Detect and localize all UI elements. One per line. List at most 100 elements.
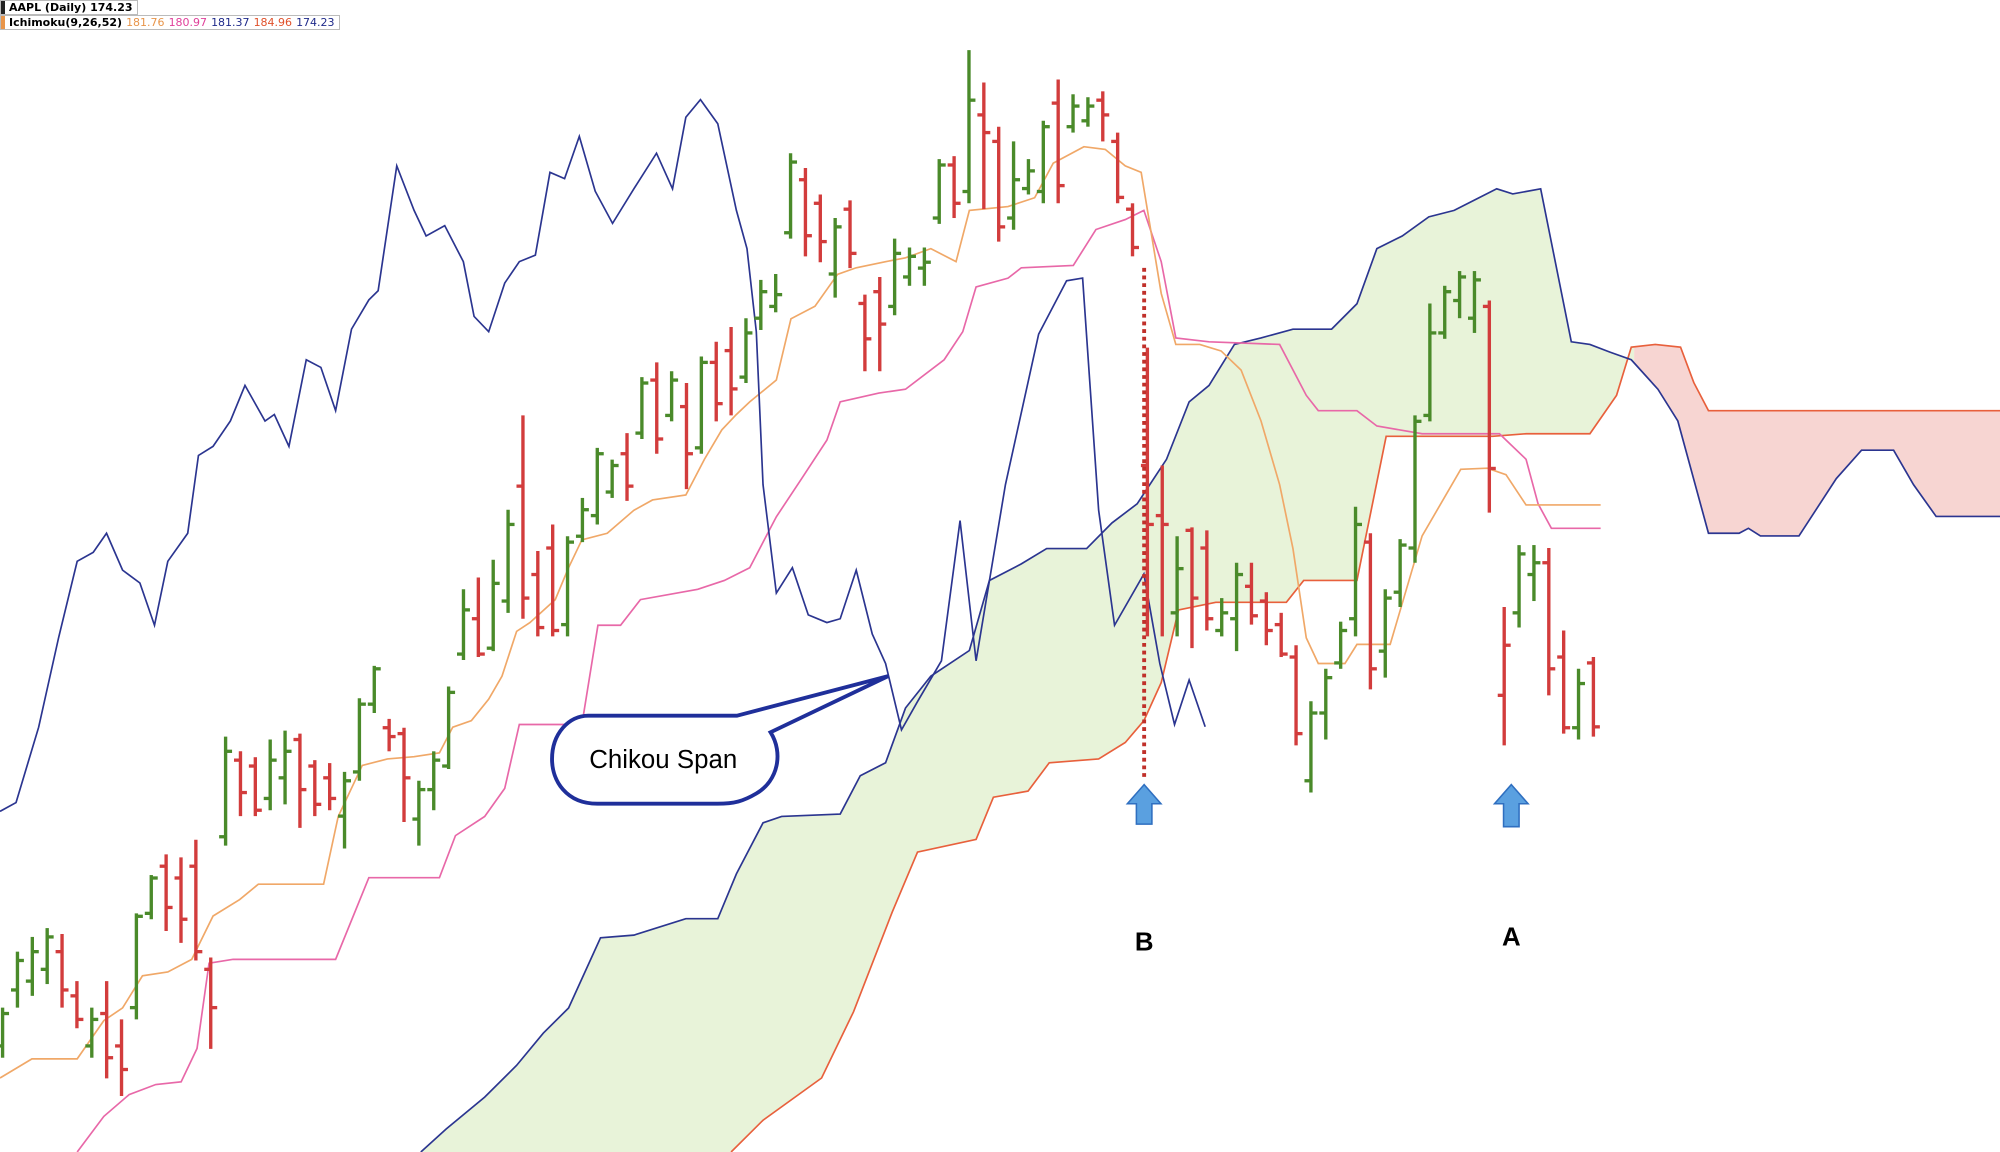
ohlc-bar — [1111, 132, 1125, 204]
marker-b-label: B — [1135, 929, 1154, 957]
ohlc-bar — [189, 839, 203, 961]
cloud-bearish-fill — [1634, 344, 2000, 536]
ohlc-bar — [40, 928, 54, 985]
ohlc-bar — [1259, 592, 1273, 646]
ohlc-bar — [635, 377, 649, 439]
ohlc-bar — [903, 247, 916, 286]
kijun-sen-line — [76, 209, 1601, 1152]
ohlc-bar — [263, 739, 277, 811]
marker-b-up-arrow-icon — [1125, 783, 1163, 825]
ohlc-bar — [962, 50, 976, 204]
chikou-span-line — [0, 98, 1206, 813]
ohlc-bar — [1453, 271, 1467, 319]
ohlc-bar — [650, 362, 664, 454]
ohlc-bar — [204, 957, 218, 1049]
ohlc-bar — [129, 913, 143, 1020]
ohlc-bar — [1066, 94, 1080, 133]
ohlc-bar — [234, 751, 247, 817]
ohlc-bar — [947, 156, 961, 219]
ohlc-bar — [442, 686, 456, 769]
ohlc-bar — [1304, 701, 1318, 793]
price-bars — [0, 50, 1600, 1097]
chikou-span-callout: Chikou Span — [550, 674, 890, 806]
ohlc-bar — [680, 383, 693, 490]
indicator-lines — [0, 98, 2000, 1152]
ohlc-bar — [427, 751, 441, 811]
ohlc-bar — [1289, 645, 1303, 746]
ohlc-bar — [546, 524, 560, 637]
ohlc-bar — [1274, 612, 1288, 658]
ohlc-bar — [1230, 562, 1244, 652]
ohlc-bar — [1572, 668, 1586, 740]
ohlc-bar — [25, 936, 39, 996]
ohlc-bar — [1378, 589, 1392, 678]
ohlc-bar — [1438, 285, 1452, 339]
ohlc-bar — [412, 780, 426, 846]
ohlc-bar — [992, 126, 1006, 242]
ohlc-bar — [873, 276, 887, 372]
ohlc-bar — [977, 82, 991, 210]
marker-a-label: A — [1502, 923, 1521, 951]
ohlc-bar — [1557, 630, 1571, 734]
ohlc-bar — [888, 238, 902, 316]
ohlc-bar — [159, 854, 173, 932]
ohlc-bar — [1140, 347, 1154, 637]
ohlc-bar — [367, 665, 381, 714]
ohlc-bar — [1200, 530, 1214, 631]
ohlc-bar — [1512, 545, 1526, 628]
kumo-cloud — [420, 188, 2000, 1152]
ohlc-bar — [85, 1007, 99, 1058]
ohlc-bar — [55, 933, 69, 1008]
ohlc-bar — [1051, 79, 1065, 204]
ohlc-bar — [219, 736, 233, 846]
ohlc-bar — [1393, 539, 1407, 607]
ohlc-bar — [100, 981, 114, 1079]
ohlc-bar — [1334, 621, 1348, 669]
symbol-label: AAPL (Daily) 174.23 — [9, 1, 133, 14]
ohlc-bar — [1527, 545, 1541, 602]
ohlc-bar — [858, 294, 872, 372]
ohlc-bar — [798, 167, 812, 257]
ohlc-bar — [1468, 271, 1481, 333]
senkou-a-value: 181.37 — [211, 16, 250, 29]
chikou-value: 174.23 — [296, 16, 335, 29]
cloud-bullish-fill — [420, 188, 1635, 1152]
senkou-b-value: 184.96 — [253, 16, 293, 29]
ichimoku-legend: Ichimoku(9,26,52) 181.76 180.97 181.37 184.9… — [0, 15, 340, 30]
ichimoku-label: Ichimoku(9,26,52) — [9, 16, 123, 29]
ohlc-bar — [575, 497, 589, 543]
ohlc-bar — [501, 509, 515, 613]
ohlc-bar — [1363, 533, 1377, 690]
ohlc-bar — [397, 727, 411, 823]
ohlc-bar — [115, 1019, 128, 1097]
ohlc-bar — [1007, 141, 1021, 230]
ohlc-bar — [917, 247, 931, 286]
ohlc-bar — [665, 371, 679, 422]
ohlc-bar — [248, 757, 262, 817]
ohlc-bar — [1586, 657, 1600, 737]
ohlc-bar — [1349, 506, 1362, 637]
ohlc-bar — [1244, 562, 1258, 625]
ohlc-bar — [590, 447, 604, 525]
ohlc-bar — [531, 550, 545, 637]
ohlc-bar — [1126, 203, 1139, 257]
ohlc-bar — [1215, 598, 1229, 637]
ohlc-bar — [1021, 159, 1035, 195]
ohlc-bar — [323, 763, 337, 811]
ohlc-bar — [486, 559, 500, 652]
marker-a-up-arrow-icon — [1492, 783, 1530, 828]
ohlc-bar — [457, 589, 470, 660]
ohlc-bar — [724, 327, 738, 416]
chikou-span-callout-text: Chikou Span — [589, 746, 737, 774]
ohlc-bar — [352, 698, 366, 781]
ohlc-bar — [308, 760, 322, 817]
ohlc-bar — [1170, 536, 1184, 637]
ohlc-bar — [516, 415, 530, 619]
symbol-legend: AAPL (Daily) 174.23 — [0, 0, 138, 15]
ohlc-bar — [338, 771, 352, 849]
ohlc-bar — [828, 218, 842, 298]
ohlc-bar — [293, 733, 307, 828]
ohlc-bar — [10, 951, 24, 1008]
ohlc-bar — [843, 200, 857, 269]
